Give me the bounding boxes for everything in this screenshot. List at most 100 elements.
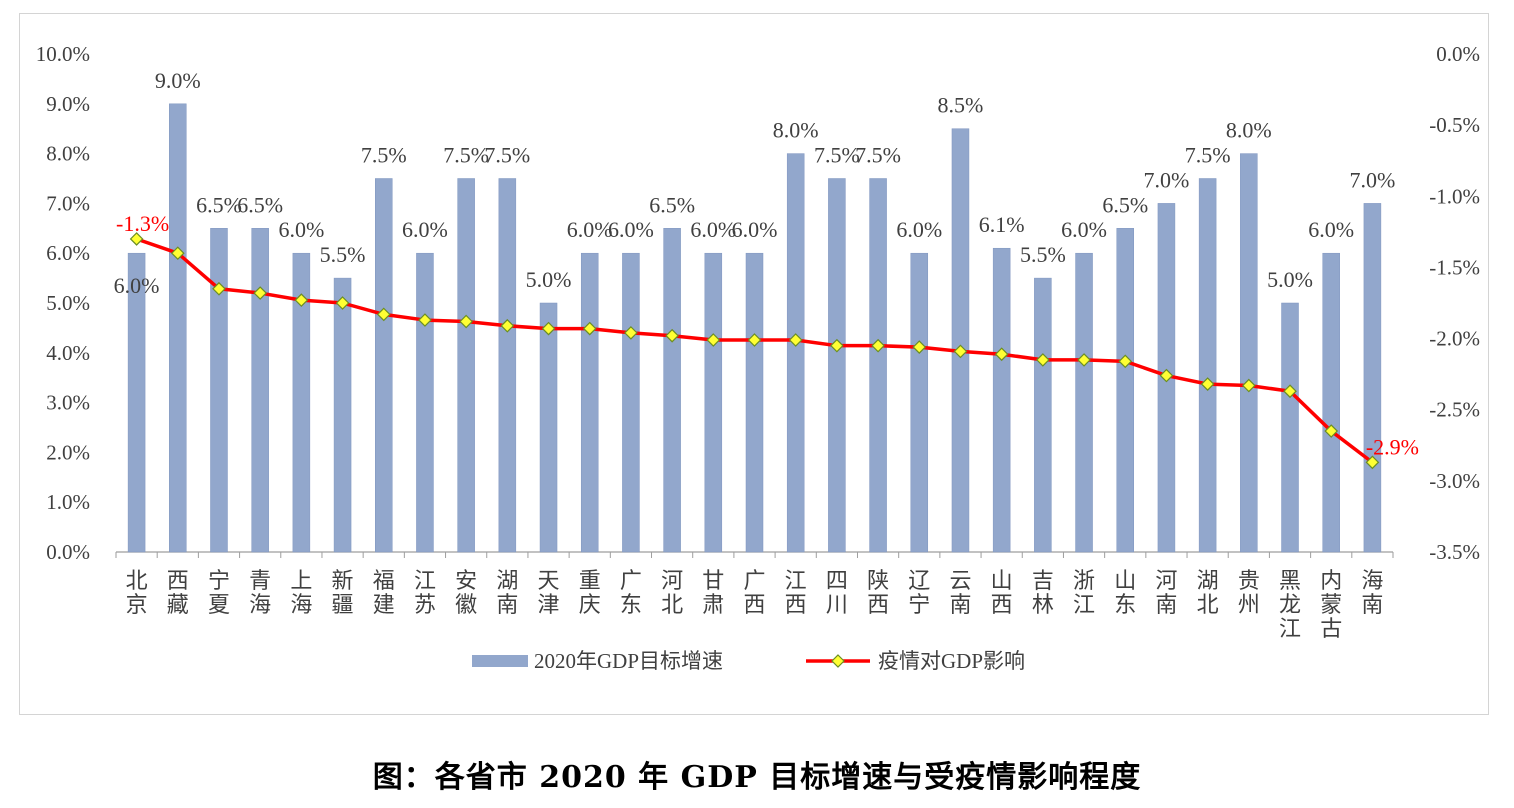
bar-data-label: 6.0% xyxy=(732,217,778,242)
line-point-marker xyxy=(953,344,968,359)
y-left-tick-label: 10.0% xyxy=(36,42,90,66)
bar xyxy=(663,228,681,553)
y-right-tick-label: -3.0% xyxy=(1429,469,1480,493)
x-category-label: 福建 xyxy=(373,568,395,617)
line-point-marker xyxy=(582,321,597,336)
line-point-marker xyxy=(335,296,350,310)
bar-data-label: 7.0% xyxy=(1349,167,1395,192)
bar xyxy=(210,228,228,553)
line-point-marker xyxy=(1200,377,1215,391)
x-category-label: 西藏 xyxy=(167,568,189,617)
y-right-tick-label: 0.0% xyxy=(1436,42,1480,66)
x-category-label: 江苏 xyxy=(414,568,436,617)
x-category-label: 甘肃 xyxy=(702,568,724,617)
bar xyxy=(539,302,558,553)
bar xyxy=(992,247,1011,553)
line-point-marker xyxy=(294,293,309,308)
y-left-tick-label: 9.0% xyxy=(46,92,90,116)
line-point-marker xyxy=(747,333,762,347)
y-left-tick-label: 8.0% xyxy=(46,142,90,166)
x-category-label: 山西 xyxy=(991,568,1013,617)
y-right-tick-label: -2.0% xyxy=(1429,327,1480,351)
bars-group xyxy=(127,103,1382,553)
y-left-tick-label: 6.0% xyxy=(46,241,90,265)
x-category-label: 湖南 xyxy=(496,568,518,617)
bar-data-label: 6.0% xyxy=(1308,217,1354,242)
line-point-marker xyxy=(1118,354,1133,369)
y-left-tick-label: 1.0% xyxy=(46,490,90,514)
line-point-marker xyxy=(500,318,515,333)
line-point-marker xyxy=(1283,384,1297,399)
x-category-label: 吉林 xyxy=(1032,568,1054,617)
line-point-marker xyxy=(665,328,679,343)
bar xyxy=(1198,178,1217,553)
line-point-marker xyxy=(1036,353,1050,367)
bar xyxy=(375,178,393,553)
bar-data-label: 6.0% xyxy=(608,217,654,242)
bar-data-label: 6.0% xyxy=(896,217,942,242)
bar xyxy=(1075,252,1093,553)
y-right-tick-label: -3.5% xyxy=(1429,540,1480,564)
legend-line-label: 疫情对GDP影响 xyxy=(878,649,1025,673)
bar xyxy=(457,178,475,553)
line-point-marker xyxy=(418,313,432,327)
line-point-marker xyxy=(1365,455,1380,470)
bar-data-label: 8.5% xyxy=(938,93,984,118)
x-category-label: 河南 xyxy=(1155,568,1177,617)
bar xyxy=(498,178,517,553)
x-category-label: 新疆 xyxy=(332,568,354,617)
bar-data-label: 6.1% xyxy=(979,212,1025,237)
bar xyxy=(333,277,352,553)
bar-data-label: 7.0% xyxy=(1144,167,1190,192)
bar-data-label: 9.0% xyxy=(155,68,201,93)
y-left-tick-label: 0.0% xyxy=(46,540,90,564)
bar xyxy=(622,252,640,553)
line-point-marker xyxy=(994,347,1009,362)
x-category-label: 浙江 xyxy=(1073,568,1095,617)
bar-data-label: 6.0% xyxy=(1061,217,1107,242)
y-right-tick-label: -0.5% xyxy=(1429,113,1480,137)
bar xyxy=(580,252,599,553)
x-category-label: 山东 xyxy=(1114,568,1136,617)
bar xyxy=(786,153,805,553)
x-category-label: 天津 xyxy=(538,568,560,617)
bar xyxy=(127,252,146,553)
x-category-label: 湖北 xyxy=(1197,568,1219,617)
bar xyxy=(745,252,764,553)
bar-data-label: 5.0% xyxy=(526,267,572,292)
line-data-label: -1.3% xyxy=(116,211,169,236)
x-category-label: 辽宁 xyxy=(908,568,930,617)
line-point-marker xyxy=(459,314,473,329)
chart-svg: 0.0% 1.0% 2.0% 3.0% 4.0% 5.0% 6.0% 7.0% 8.0% 9.0%… xyxy=(36,42,1480,673)
x-category-label: 安徽 xyxy=(455,568,477,617)
line-point-marker xyxy=(541,321,556,336)
labels-group: 6.0%9.0%6.5%6.5%6.0%5.5%7.5%6.0%7.5%7.5%… xyxy=(114,68,1419,460)
line-point-marker xyxy=(253,286,268,300)
bar-data-label: 7.5% xyxy=(1185,143,1231,168)
line-group xyxy=(129,232,1380,470)
x-category-label: 广东 xyxy=(620,568,642,617)
line-data-label: -2.9% xyxy=(1366,434,1419,459)
y-left-tick-label: 7.0% xyxy=(46,191,90,215)
line-point-marker xyxy=(1324,424,1339,438)
line-point-marker xyxy=(129,232,144,246)
bar xyxy=(251,228,269,553)
bar xyxy=(169,103,187,553)
line-point-marker xyxy=(212,281,226,296)
bar-data-label: 6.0% xyxy=(690,217,736,242)
line-point-marker xyxy=(788,333,803,347)
bar-data-label: 6.0% xyxy=(402,217,448,242)
bar xyxy=(292,252,311,553)
x-category-label: 贵州 xyxy=(1238,568,1260,617)
bar xyxy=(1116,228,1134,553)
bar xyxy=(1281,302,1299,553)
legend-bar-label: 2020年GDP目标增速 xyxy=(534,649,723,673)
bar xyxy=(704,252,723,553)
x-category-label: 宁夏 xyxy=(208,568,230,617)
x-category-label: 内蒙古 xyxy=(1320,568,1342,641)
y-left-tick-label: 3.0% xyxy=(46,391,90,415)
legend-line-marker xyxy=(831,654,845,668)
bar-data-label: 6.0% xyxy=(278,217,324,242)
y-left-tick-label: 2.0% xyxy=(46,440,90,464)
bar-data-label: 6.0% xyxy=(114,273,160,298)
